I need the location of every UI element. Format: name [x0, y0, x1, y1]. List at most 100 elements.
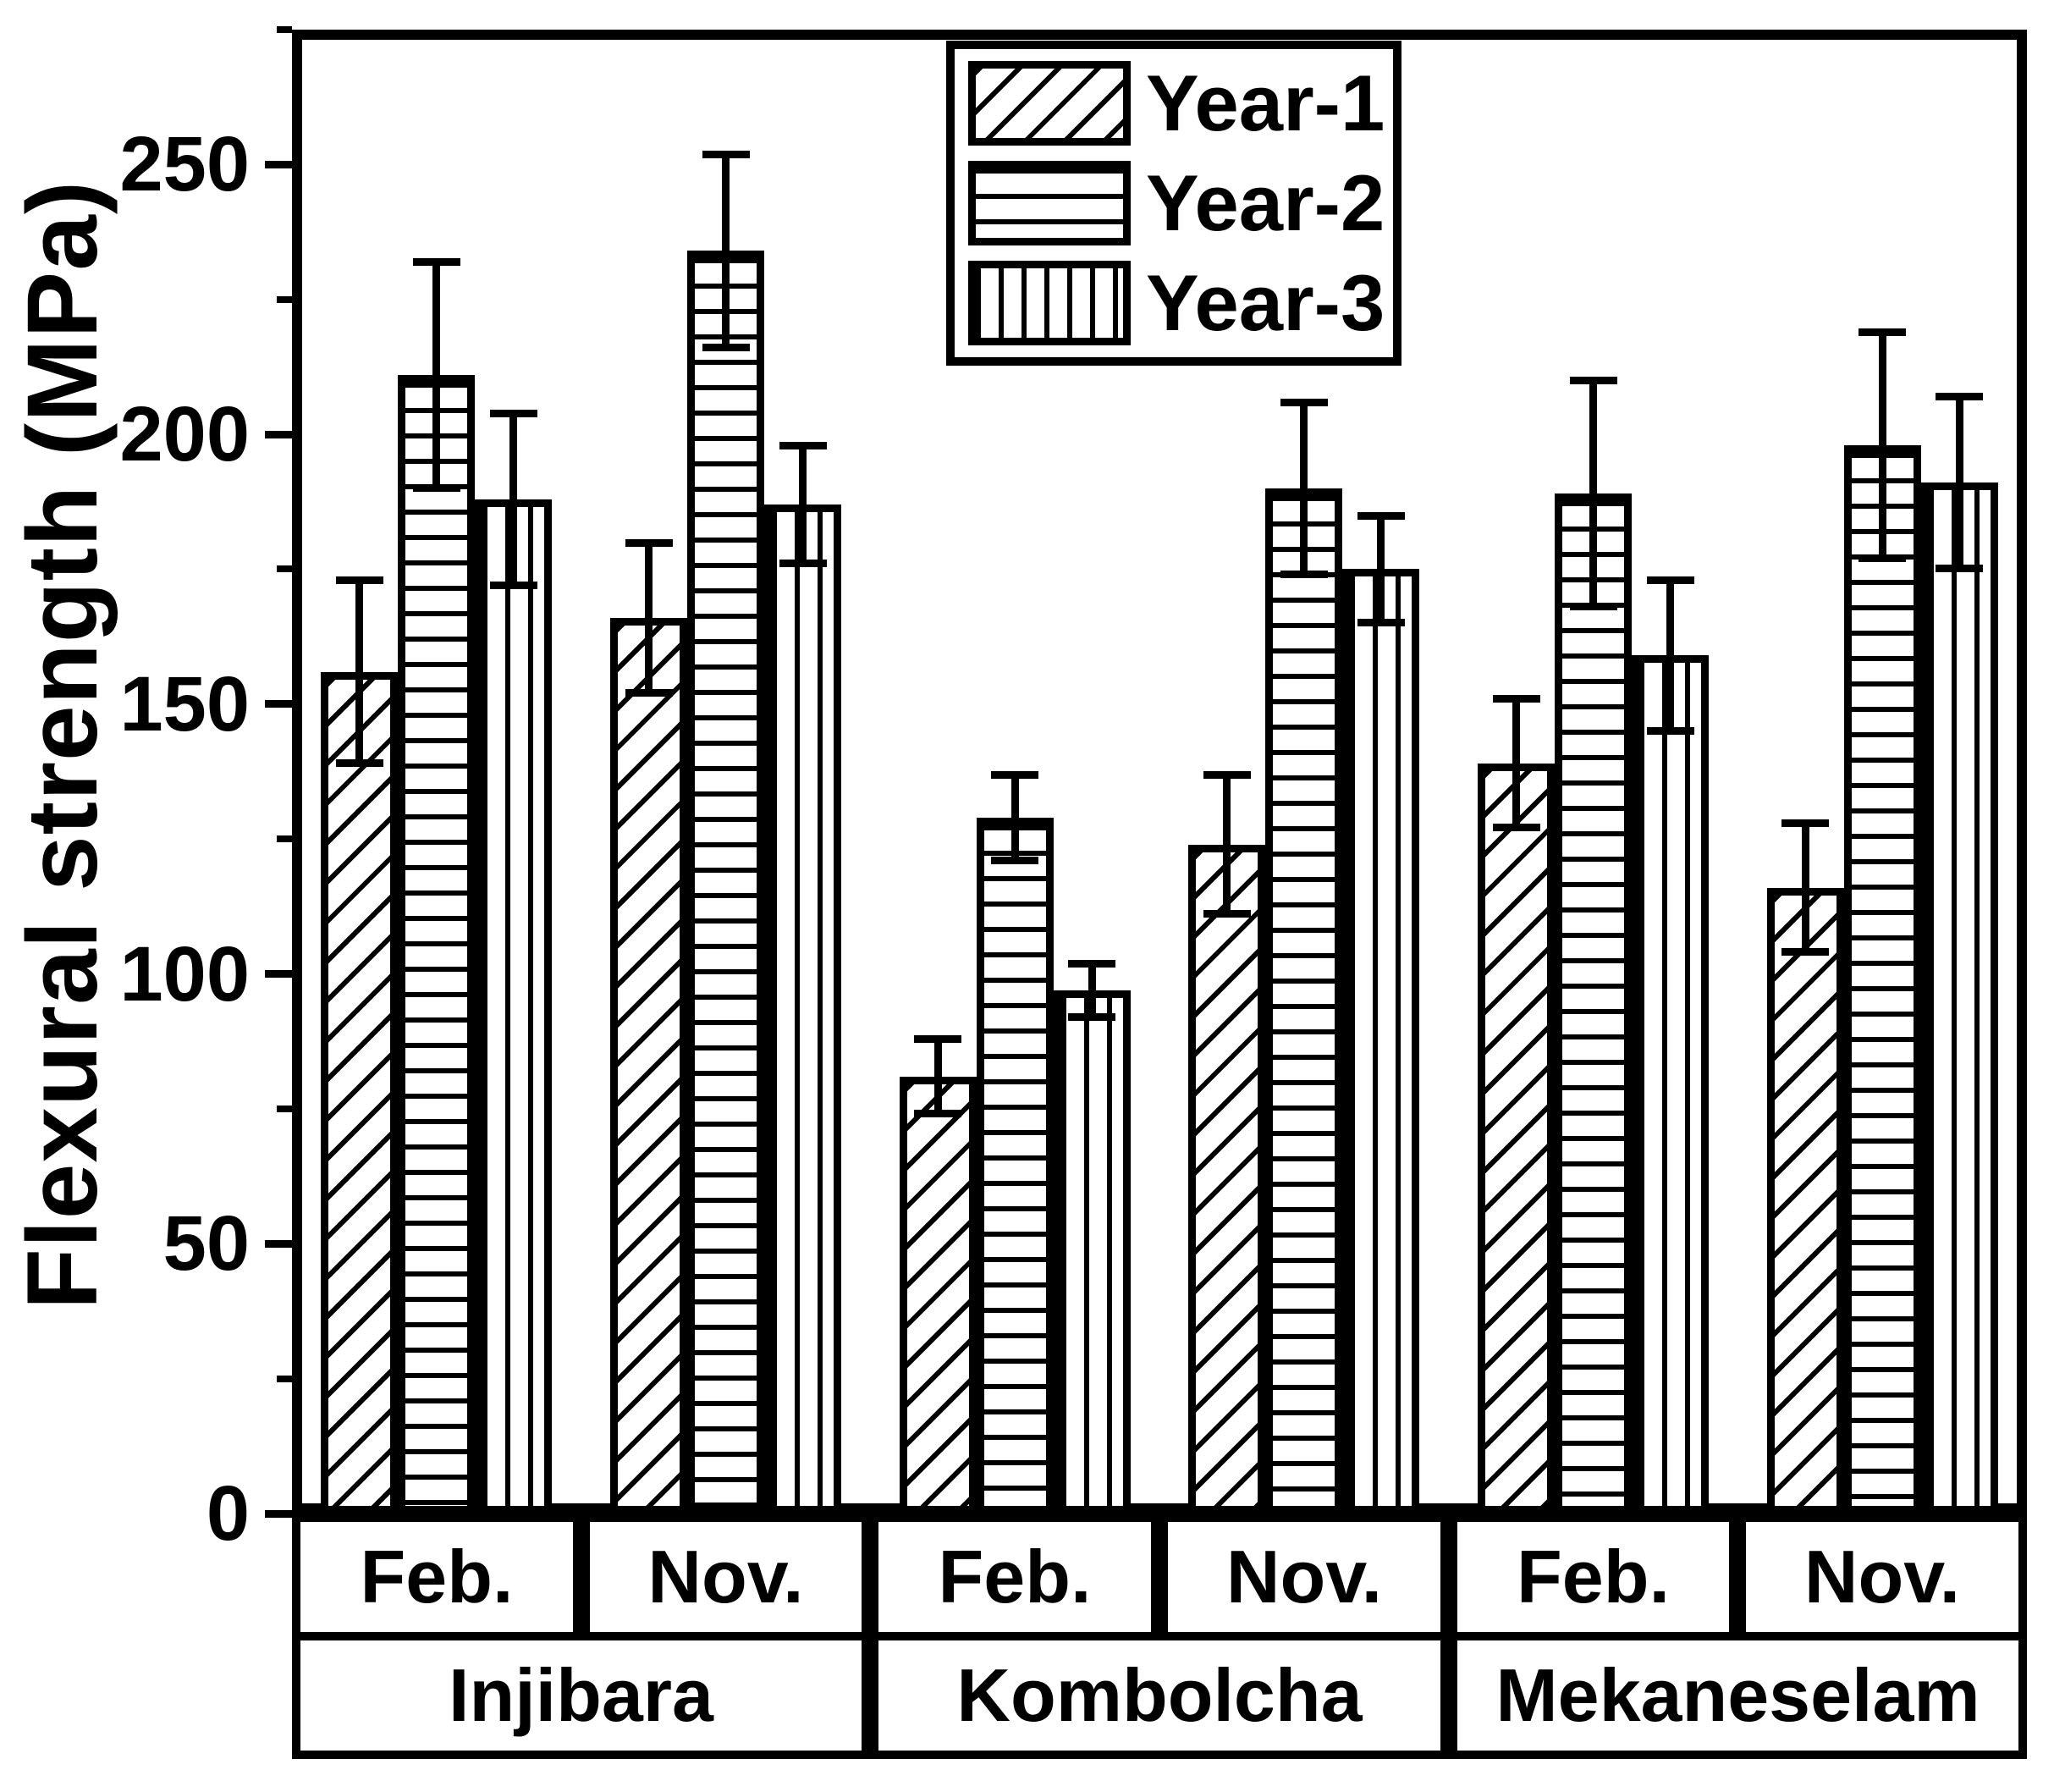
- y-major-tick-50: [265, 1239, 292, 1248]
- errorbar-stem-year-1-group5: [1512, 698, 1520, 829]
- errorbar-cap-top-year-3-group1: [489, 409, 537, 417]
- errorbar-cap-bottom-year-2-group3: [991, 856, 1039, 864]
- bar-year-3-group5: [1632, 655, 1709, 1514]
- y-minor-tick-125: [277, 835, 292, 843]
- bar-year-3-group1: [475, 499, 553, 1514]
- bar-year-2-group6: [1843, 444, 1921, 1514]
- legend-swatch-diagonal-icon: [968, 61, 1131, 146]
- bar-year-1-group2: [610, 617, 687, 1514]
- errorbar-stem-year-3-group6: [1955, 396, 1963, 570]
- errorbar-cap-top-year-1-group6: [1781, 819, 1830, 828]
- month-cell-3: Feb.: [870, 1514, 1159, 1640]
- errorbar-cap-bottom-year-1-group3: [914, 1110, 962, 1118]
- errorbar-cap-top-year-2-group4: [1280, 398, 1328, 406]
- bar-year-1-group6: [1766, 887, 1844, 1514]
- errorbar-stem-year-3-group2: [799, 444, 807, 565]
- legend: Year-1 Year-2 Year-3: [946, 41, 1401, 366]
- errorbar-cap-top-year-1-group1: [335, 576, 383, 585]
- y-major-tick-0: [265, 1509, 292, 1518]
- month-cell-1: Feb.: [292, 1514, 581, 1640]
- location-cell-mekaneselam: Mekaneselam: [1449, 1632, 2027, 1759]
- y-minor-tick-75: [277, 1105, 292, 1112]
- errorbar-cap-bottom-year-1-group4: [1203, 910, 1251, 918]
- month-cell-6: Nov.: [1737, 1514, 2027, 1640]
- errorbar-cap-bottom-year-3-group1: [489, 581, 537, 589]
- bar-year-3-group4: [1342, 569, 1420, 1514]
- errorbar-stem-year-1-group2: [645, 542, 653, 694]
- errorbar-cap-top-year-3-group6: [1936, 393, 1984, 401]
- bar-year-2-group1: [398, 374, 476, 1514]
- bar-year-1-group4: [1188, 844, 1266, 1514]
- errorbar-cap-bottom-year-3-group5: [1646, 726, 1694, 735]
- location-cell-kombolcha: Kombolcha: [870, 1632, 1449, 1759]
- legend-swatch-vertical-icon: [968, 261, 1131, 345]
- bar-year-3-group6: [1920, 482, 1998, 1514]
- errorbar-cap-top-year-2-group1: [412, 258, 460, 267]
- month-cell-2: Nov.: [581, 1514, 870, 1640]
- bar-year-1-group1: [321, 671, 399, 1514]
- errorbar-cap-top-year-2-group2: [702, 150, 750, 158]
- y-tick-label-50: 50: [162, 1200, 250, 1287]
- errorbar-cap-top-year-1-group4: [1203, 770, 1251, 779]
- bar-year-2-group5: [1555, 493, 1632, 1514]
- y-tick-label-100: 100: [119, 930, 251, 1017]
- errorbar-cap-bottom-year-2-group1: [412, 483, 460, 492]
- errorbar-cap-top-year-3-group2: [779, 441, 827, 449]
- y-tick-label-150: 150: [119, 660, 251, 747]
- legend-label-year-3: Year-3: [1146, 258, 1385, 347]
- errorbar-cap-bottom-year-3-group6: [1936, 565, 1984, 573]
- errorbar-cap-bottom-year-1-group1: [335, 758, 383, 767]
- legend-label-year-1: Year-1: [1146, 58, 1385, 147]
- legend-item-year-2: Year-2: [968, 161, 1385, 245]
- errorbar-cap-top-year-1-group3: [914, 1035, 962, 1044]
- errorbar-stem-year-3-group5: [1666, 580, 1674, 731]
- errorbar-cap-bottom-year-2-group6: [1859, 554, 1907, 562]
- errorbar-cap-bottom-year-2-group5: [1569, 603, 1617, 611]
- month-cell-5: Feb.: [1449, 1514, 1737, 1640]
- bar-year-2-group3: [976, 817, 1054, 1514]
- legend-item-year-1: Year-1: [968, 61, 1385, 146]
- legend-label-year-2: Year-2: [1146, 158, 1385, 247]
- errorbar-stem-year-1-group4: [1223, 774, 1231, 915]
- errorbar-stem-year-1-group1: [355, 580, 364, 764]
- y-tick-label-250: 250: [119, 121, 251, 208]
- y-tick-label-0: 0: [206, 1470, 250, 1557]
- errorbar-cap-top-year-2-group6: [1859, 328, 1907, 336]
- errorbar-cap-top-year-3-group4: [1357, 511, 1405, 520]
- errorbar-cap-bottom-year-1-group6: [1781, 948, 1830, 957]
- y-major-tick-250: [265, 160, 292, 168]
- errorbar-cap-bottom-year-3-group3: [1068, 1012, 1116, 1021]
- errorbar-stem-year-1-group3: [933, 1039, 942, 1115]
- errorbar-cap-bottom-year-3-group4: [1357, 619, 1405, 627]
- errorbar-cap-bottom-year-1-group5: [1492, 824, 1540, 832]
- y-minor-tick-25: [277, 1375, 292, 1382]
- errorbar-cap-bottom-year-3-group2: [779, 560, 827, 568]
- y-minor-tick-225: [277, 295, 292, 303]
- errorbar-stem-year-3-group3: [1088, 962, 1096, 1017]
- y-major-tick-100: [265, 970, 292, 979]
- bar-year-3-group2: [764, 504, 841, 1514]
- month-cell-4: Nov.: [1159, 1514, 1449, 1640]
- y-axis-title: Flexural strength (MPa): [7, 179, 118, 1310]
- errorbar-cap-top-year-2-group3: [991, 770, 1039, 779]
- location-cell-injibara: Injibara: [292, 1632, 870, 1759]
- bar-year-2-group2: [687, 251, 764, 1514]
- errorbar-cap-bottom-year-1-group2: [625, 689, 673, 698]
- errorbar-cap-bottom-year-2-group4: [1280, 570, 1328, 578]
- errorbar-stem-year-2-group4: [1300, 401, 1308, 575]
- errorbar-cap-top-year-2-group5: [1569, 377, 1617, 385]
- errorbar-stem-year-2-group2: [722, 153, 730, 349]
- errorbar-cap-top-year-3-group5: [1646, 576, 1694, 585]
- errorbar-stem-year-2-group1: [432, 262, 441, 488]
- y-major-tick-200: [265, 430, 292, 438]
- errorbar-stem-year-2-group6: [1878, 331, 1886, 559]
- y-minor-tick-275: [277, 26, 292, 33]
- bar-year-1-group5: [1478, 763, 1555, 1514]
- y-major-tick-150: [265, 700, 292, 709]
- errorbar-cap-top-year-1-group2: [625, 538, 673, 547]
- errorbar-stem-year-2-group3: [1010, 774, 1019, 861]
- bar-year-2-group4: [1265, 488, 1343, 1514]
- errorbar-cap-top-year-1-group5: [1492, 695, 1540, 703]
- errorbar-cap-top-year-3-group3: [1068, 959, 1116, 968]
